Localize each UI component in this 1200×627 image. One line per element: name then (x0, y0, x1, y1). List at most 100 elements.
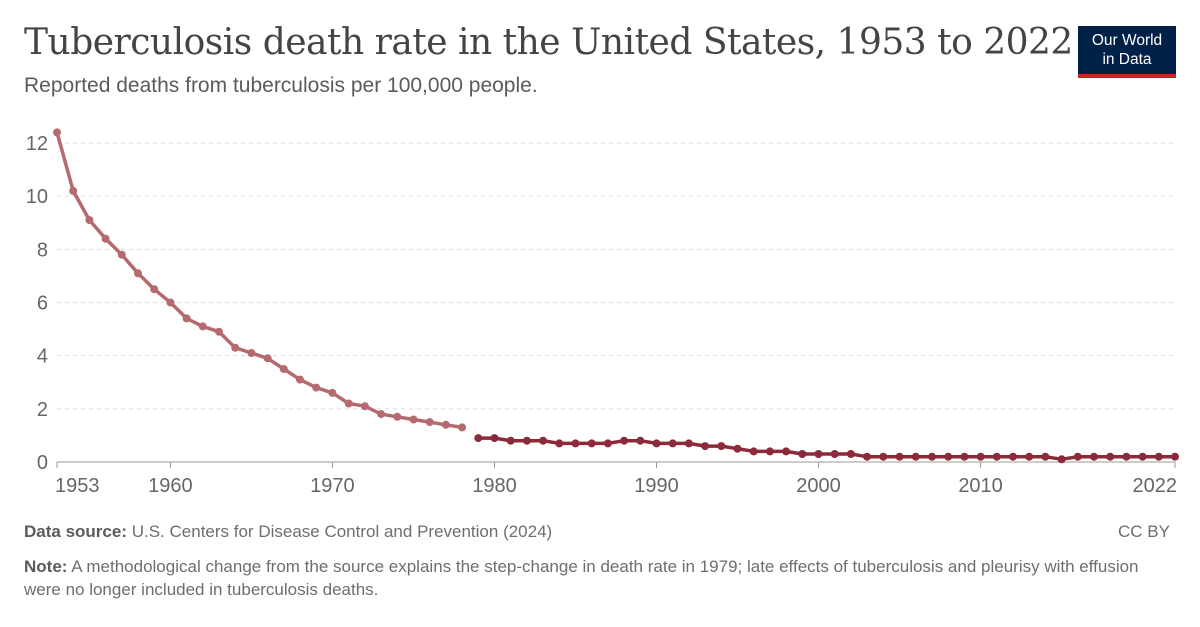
data-point[interactable] (1154, 452, 1163, 461)
data-point[interactable] (928, 452, 936, 461)
x-tick-label: 2000 (796, 475, 841, 497)
data-point[interactable] (198, 322, 207, 331)
series-1 (53, 128, 467, 432)
data-point[interactable] (215, 327, 223, 336)
data-point[interactable] (701, 442, 710, 451)
data-point[interactable] (231, 343, 240, 352)
data-point[interactable] (1057, 455, 1066, 464)
data-point[interactable] (1090, 452, 1098, 461)
chart-subtitle: Reported deaths from tuberculosis per 10… (24, 74, 538, 97)
data-point[interactable] (134, 269, 142, 278)
logo-line-1: Our World (1091, 32, 1163, 49)
x-tick-label: 1970 (310, 475, 355, 497)
chart-title: Tuberculosis death rate in the United St… (24, 22, 1073, 63)
data-point[interactable] (571, 439, 580, 448)
series-line (55, 131, 463, 430)
data-point[interactable] (830, 450, 839, 458)
data-point[interactable] (1106, 452, 1115, 461)
data-point[interactable] (960, 452, 969, 461)
x-tick-label: 1980 (472, 475, 517, 497)
data-point[interactable] (765, 447, 774, 456)
data-point[interactable] (344, 399, 353, 408)
y-tick-label: 10 (26, 186, 48, 208)
data-point[interactable] (328, 388, 337, 397)
data-point[interactable] (85, 216, 94, 225)
data-point[interactable] (733, 444, 742, 453)
data-point[interactable] (441, 420, 450, 429)
data-point[interactable] (522, 436, 531, 445)
data-point[interactable] (652, 439, 661, 448)
data-point[interactable] (992, 452, 1001, 461)
data-point[interactable] (69, 186, 78, 195)
data-point[interactable] (814, 450, 823, 458)
data-point[interactable] (879, 452, 888, 461)
data-point[interactable] (539, 436, 548, 445)
x-tick-label: 1990 (634, 475, 679, 497)
data-point[interactable] (684, 439, 693, 448)
data-point[interactable] (182, 314, 191, 323)
data-point[interactable] (863, 452, 872, 461)
note-text: A methodological change from the source … (24, 557, 1139, 599)
data-point[interactable] (166, 298, 175, 307)
data-point[interactable] (668, 439, 677, 448)
data-point[interactable] (1122, 452, 1131, 461)
license-link[interactable]: CC BY (1118, 522, 1170, 541)
data-point[interactable] (1009, 452, 1017, 461)
data-point[interactable] (603, 439, 612, 448)
data-point[interactable] (782, 447, 791, 456)
x-tick-label: 1960 (148, 475, 193, 497)
data-point[interactable] (798, 450, 807, 458)
data-point[interactable] (409, 415, 418, 424)
axes: 0 2 4 6 8 10 12 1953 1960 1970 1980 1990 2000 2010 202… (26, 133, 1177, 497)
chart-note: Note: A methodological change from the s… (24, 555, 1174, 601)
line-chart: 0 2 4 6 8 10 12 1953 1960 1970 1980 1990 2000 2010 202… (26, 128, 1179, 497)
source-text[interactable]: U.S. Centers for Disease Control and Pre… (131, 522, 553, 541)
data-point[interactable] (620, 436, 629, 445)
data-point[interactable] (247, 349, 256, 357)
data-point[interactable] (717, 442, 726, 451)
data-point[interactable] (279, 365, 288, 373)
data-point[interactable] (1025, 452, 1034, 461)
data-point[interactable] (101, 234, 110, 243)
data-point[interactable] (490, 434, 499, 443)
data-point[interactable] (263, 354, 272, 363)
data-point[interactable] (377, 410, 386, 419)
data-point[interactable] (425, 418, 434, 427)
data-point[interactable] (944, 452, 953, 461)
data-point[interactable] (458, 423, 467, 432)
data-point[interactable] (53, 128, 61, 137)
data-point[interactable] (1138, 452, 1147, 461)
data-point[interactable] (474, 434, 483, 443)
data-source: Data source: U.S. Centers for Disease Co… (24, 522, 552, 542)
data-point[interactable] (846, 450, 855, 458)
data-point[interactable] (749, 447, 758, 456)
data-point[interactable] (296, 375, 304, 384)
source-label: Data source: (24, 522, 127, 541)
owid-logo[interactable]: Our World in Data (1078, 26, 1176, 78)
data-point[interactable] (117, 250, 126, 259)
data-point[interactable] (1171, 452, 1179, 461)
x-tick-label: 2010 (958, 475, 1003, 497)
y-tick-label: 6 (37, 293, 48, 315)
data-point[interactable] (1073, 452, 1082, 461)
y-tick-label: 2 (37, 399, 48, 421)
x-tick-label: 2022 (1133, 475, 1178, 497)
y-tick-label: 4 (37, 346, 48, 368)
data-point[interactable] (312, 383, 321, 392)
y-tick-label: 0 (37, 452, 48, 474)
logo-line-2: in Data (1102, 51, 1152, 68)
data-point[interactable] (636, 436, 645, 445)
data-point[interactable] (911, 452, 920, 461)
data-point[interactable] (360, 402, 369, 411)
data-point[interactable] (1041, 452, 1050, 461)
data-point[interactable] (555, 439, 564, 448)
data-point[interactable] (506, 436, 515, 445)
data-point[interactable] (976, 452, 985, 461)
note-label: Note: (24, 557, 68, 576)
data-point[interactable] (393, 412, 402, 421)
x-tick-label: 1953 (55, 475, 100, 497)
data-point[interactable] (150, 285, 159, 294)
data-point[interactable] (587, 439, 596, 448)
data-point[interactable] (895, 452, 904, 461)
y-tick-label: 8 (37, 239, 48, 261)
